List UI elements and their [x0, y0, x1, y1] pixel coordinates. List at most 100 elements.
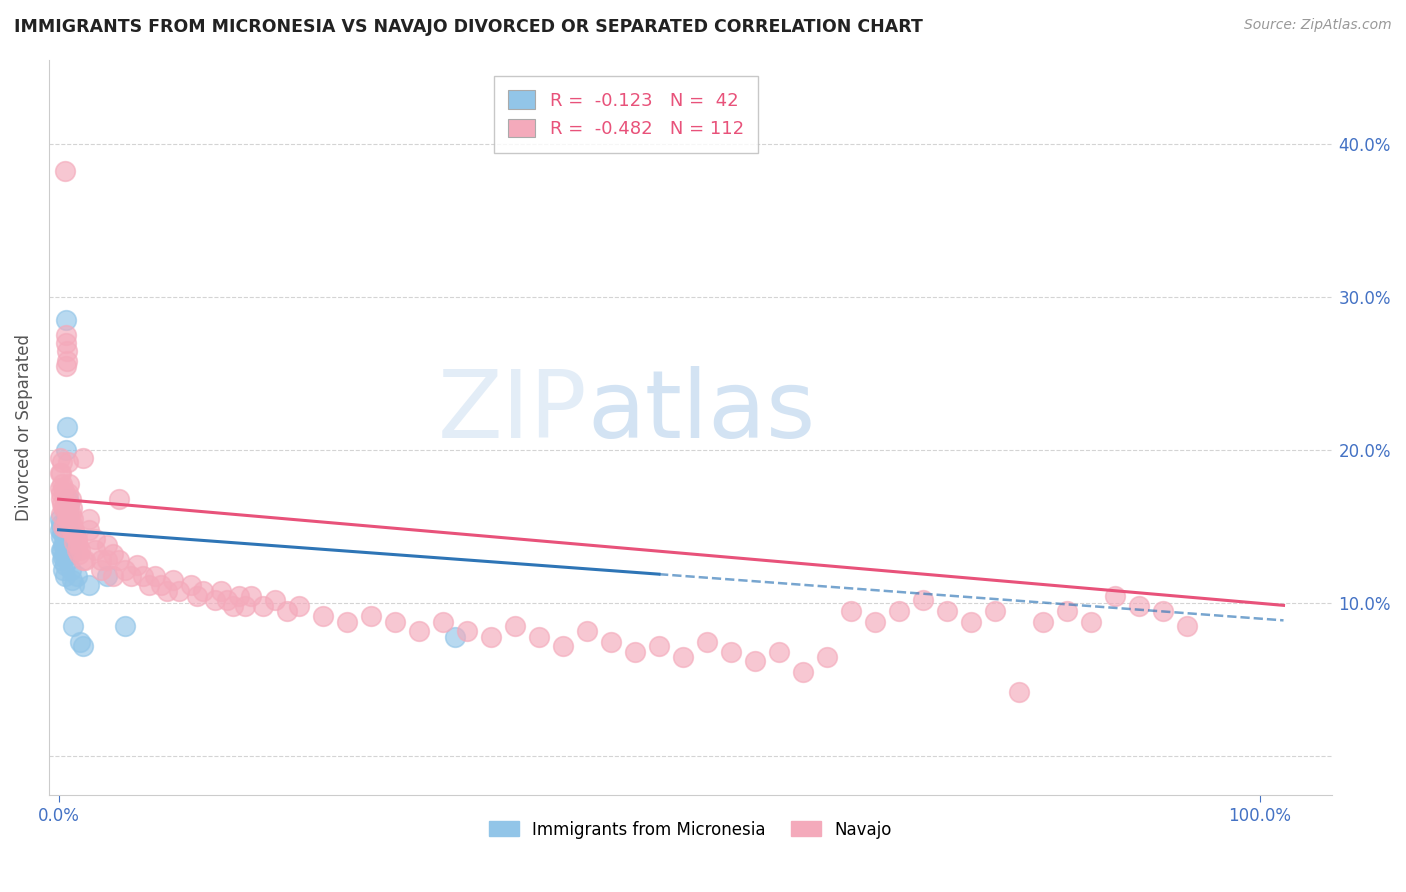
- Point: [384, 615, 406, 629]
- Point: [58, 476, 80, 491]
- Point: [101, 568, 124, 582]
- Point: [65, 532, 87, 546]
- Point: [360, 608, 382, 623]
- Point: [55, 359, 77, 373]
- Point: [69, 634, 91, 648]
- Point: [551, 639, 574, 653]
- Point: [51, 523, 73, 537]
- Point: [432, 615, 454, 629]
- Point: [53, 558, 76, 572]
- Point: [59, 523, 82, 537]
- Point: [52, 563, 75, 577]
- Point: [58, 497, 80, 511]
- Point: [186, 589, 208, 603]
- Point: [101, 547, 124, 561]
- Point: [72, 553, 94, 567]
- Point: [49, 530, 72, 544]
- Point: [67, 547, 90, 561]
- Point: [49, 508, 72, 522]
- Point: [143, 568, 166, 582]
- Point: [1008, 685, 1031, 699]
- Point: [49, 516, 72, 531]
- Point: [83, 542, 105, 557]
- Point: [191, 584, 214, 599]
- Point: [1177, 619, 1199, 633]
- Point: [60, 516, 83, 531]
- Point: [66, 538, 89, 552]
- Point: [52, 482, 75, 496]
- Point: [90, 553, 112, 567]
- Point: [56, 501, 79, 516]
- Point: [336, 615, 359, 629]
- Point: [792, 665, 814, 680]
- Point: [215, 593, 238, 607]
- Point: [56, 523, 79, 537]
- Point: [56, 455, 79, 469]
- Y-axis label: Divorced or Separated: Divorced or Separated: [15, 334, 32, 521]
- Point: [53, 568, 76, 582]
- Point: [527, 630, 550, 644]
- Point: [96, 553, 118, 567]
- Point: [69, 542, 91, 557]
- Point: [889, 604, 911, 618]
- Point: [49, 482, 72, 496]
- Point: [960, 615, 983, 629]
- Point: [52, 519, 75, 533]
- Point: [73, 553, 96, 567]
- Point: [263, 593, 285, 607]
- Point: [912, 593, 935, 607]
- Point: [77, 523, 100, 537]
- Point: [63, 523, 86, 537]
- Point: [63, 578, 86, 592]
- Point: [839, 604, 862, 618]
- Point: [156, 584, 179, 599]
- Point: [131, 568, 153, 582]
- Point: [63, 535, 86, 549]
- Point: [51, 476, 73, 491]
- Point: [60, 501, 83, 516]
- Point: [53, 486, 76, 500]
- Text: ZIP: ZIP: [439, 367, 588, 458]
- Point: [49, 466, 72, 480]
- Point: [53, 550, 76, 565]
- Point: [52, 538, 75, 552]
- Point: [83, 532, 105, 546]
- Point: [204, 593, 226, 607]
- Point: [312, 608, 335, 623]
- Point: [52, 501, 75, 516]
- Point: [59, 563, 82, 577]
- Point: [287, 599, 309, 614]
- Point: [984, 604, 1007, 618]
- Point: [59, 532, 82, 546]
- Point: [53, 164, 76, 178]
- Legend: Immigrants from Micronesia, Navajo: Immigrants from Micronesia, Navajo: [482, 814, 898, 846]
- Point: [162, 574, 184, 588]
- Point: [62, 527, 84, 541]
- Point: [62, 619, 84, 633]
- Point: [768, 645, 790, 659]
- Point: [56, 492, 79, 507]
- Point: [49, 542, 72, 557]
- Point: [90, 563, 112, 577]
- Point: [77, 512, 100, 526]
- Point: [444, 630, 467, 644]
- Point: [58, 512, 80, 526]
- Point: [720, 645, 742, 659]
- Point: [114, 619, 136, 633]
- Text: Source: ZipAtlas.com: Source: ZipAtlas.com: [1244, 18, 1392, 32]
- Point: [744, 655, 766, 669]
- Point: [59, 508, 82, 522]
- Point: [222, 599, 245, 614]
- Point: [55, 328, 77, 343]
- Point: [65, 527, 87, 541]
- Point: [228, 589, 250, 603]
- Point: [62, 512, 84, 526]
- Point: [56, 343, 79, 358]
- Point: [863, 615, 886, 629]
- Point: [408, 624, 430, 638]
- Point: [51, 542, 73, 557]
- Point: [49, 466, 72, 480]
- Point: [479, 630, 502, 644]
- Point: [1128, 599, 1150, 614]
- Point: [56, 523, 79, 537]
